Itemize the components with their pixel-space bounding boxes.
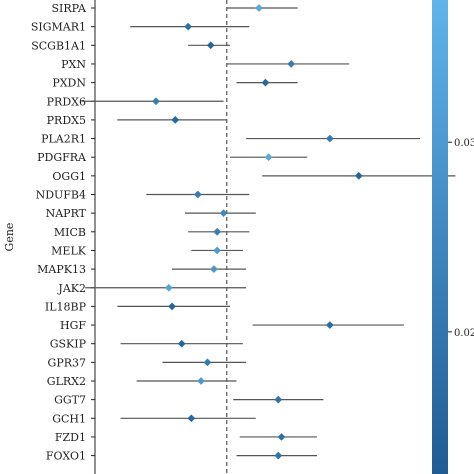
- estimate-point: [277, 432, 286, 441]
- estimate-point: [168, 302, 177, 311]
- gene-label: MAPK13: [37, 263, 86, 276]
- estimate-point: [203, 358, 212, 367]
- estimate-point: [209, 265, 218, 274]
- colorbar-tick-label: 0.02: [454, 328, 474, 339]
- gene-label: PXDN: [52, 77, 86, 90]
- estimate-point: [255, 4, 263, 12]
- gene-label: PDGFRA: [37, 151, 87, 164]
- estimate-point: [261, 78, 270, 87]
- estimate-point: [354, 171, 363, 180]
- gene-label: GLRX2: [47, 375, 86, 388]
- estimate-point: [213, 227, 222, 236]
- gene-label: NDUFB4: [36, 189, 86, 202]
- gene-label: NAPRT: [46, 207, 87, 220]
- estimate-point: [274, 451, 283, 460]
- estimate-point: [164, 283, 173, 292]
- gene-label: GCH1: [52, 412, 86, 425]
- estimate-point: [213, 246, 222, 255]
- gene-label: FOXO1: [46, 450, 86, 463]
- gene-label: HGF: [60, 319, 86, 332]
- estimate-point: [187, 414, 196, 423]
- estimate-point: [264, 153, 273, 162]
- gene-label: MICB: [54, 226, 86, 239]
- plot-area: SIRPA SIGMAR1 SCGB1A1 PXN PXDN PRDX6 PRDX5 PLA2…: [31, 0, 456, 474]
- gene-label: GPR37: [48, 356, 86, 369]
- gene-label: SCGB1A1: [31, 39, 86, 52]
- gene-label: IL18BP: [45, 300, 87, 313]
- colorbar: 0.03 0.02: [432, 0, 474, 474]
- gene-label: GGT7: [54, 394, 86, 407]
- estimate-point: [184, 22, 193, 31]
- gene-label: PXN: [61, 58, 86, 71]
- estimate-point: [171, 115, 180, 124]
- estimate-point: [152, 97, 160, 106]
- estimate-point: [287, 59, 296, 68]
- estimate-point: [219, 209, 228, 218]
- estimate-point: [177, 339, 186, 348]
- gene-label: PRDX5: [47, 114, 86, 127]
- gene-label: JAK2: [57, 282, 86, 295]
- gene-label: OGG1: [52, 170, 86, 183]
- estimate-point: [325, 134, 334, 143]
- y-axis-title: Gene: [3, 223, 16, 252]
- estimate-point: [197, 377, 205, 385]
- gene-label: MELK: [51, 244, 87, 257]
- gene-label: SIRPA: [52, 2, 88, 15]
- colorbar-tick-label: 0.03: [454, 138, 474, 149]
- gene-label: PRDX6: [47, 95, 86, 108]
- estimate-point: [325, 321, 334, 330]
- estimate-point: [274, 395, 283, 404]
- estimate-point: [206, 41, 215, 50]
- gene-label: PLA2R1: [41, 133, 86, 146]
- gene-label: SIGMAR1: [31, 21, 86, 34]
- estimate-point: [193, 190, 202, 199]
- gene-label: FZD1: [55, 431, 86, 444]
- colorbar-gradient: [432, 0, 448, 474]
- gene-label: GSKIP: [50, 338, 87, 351]
